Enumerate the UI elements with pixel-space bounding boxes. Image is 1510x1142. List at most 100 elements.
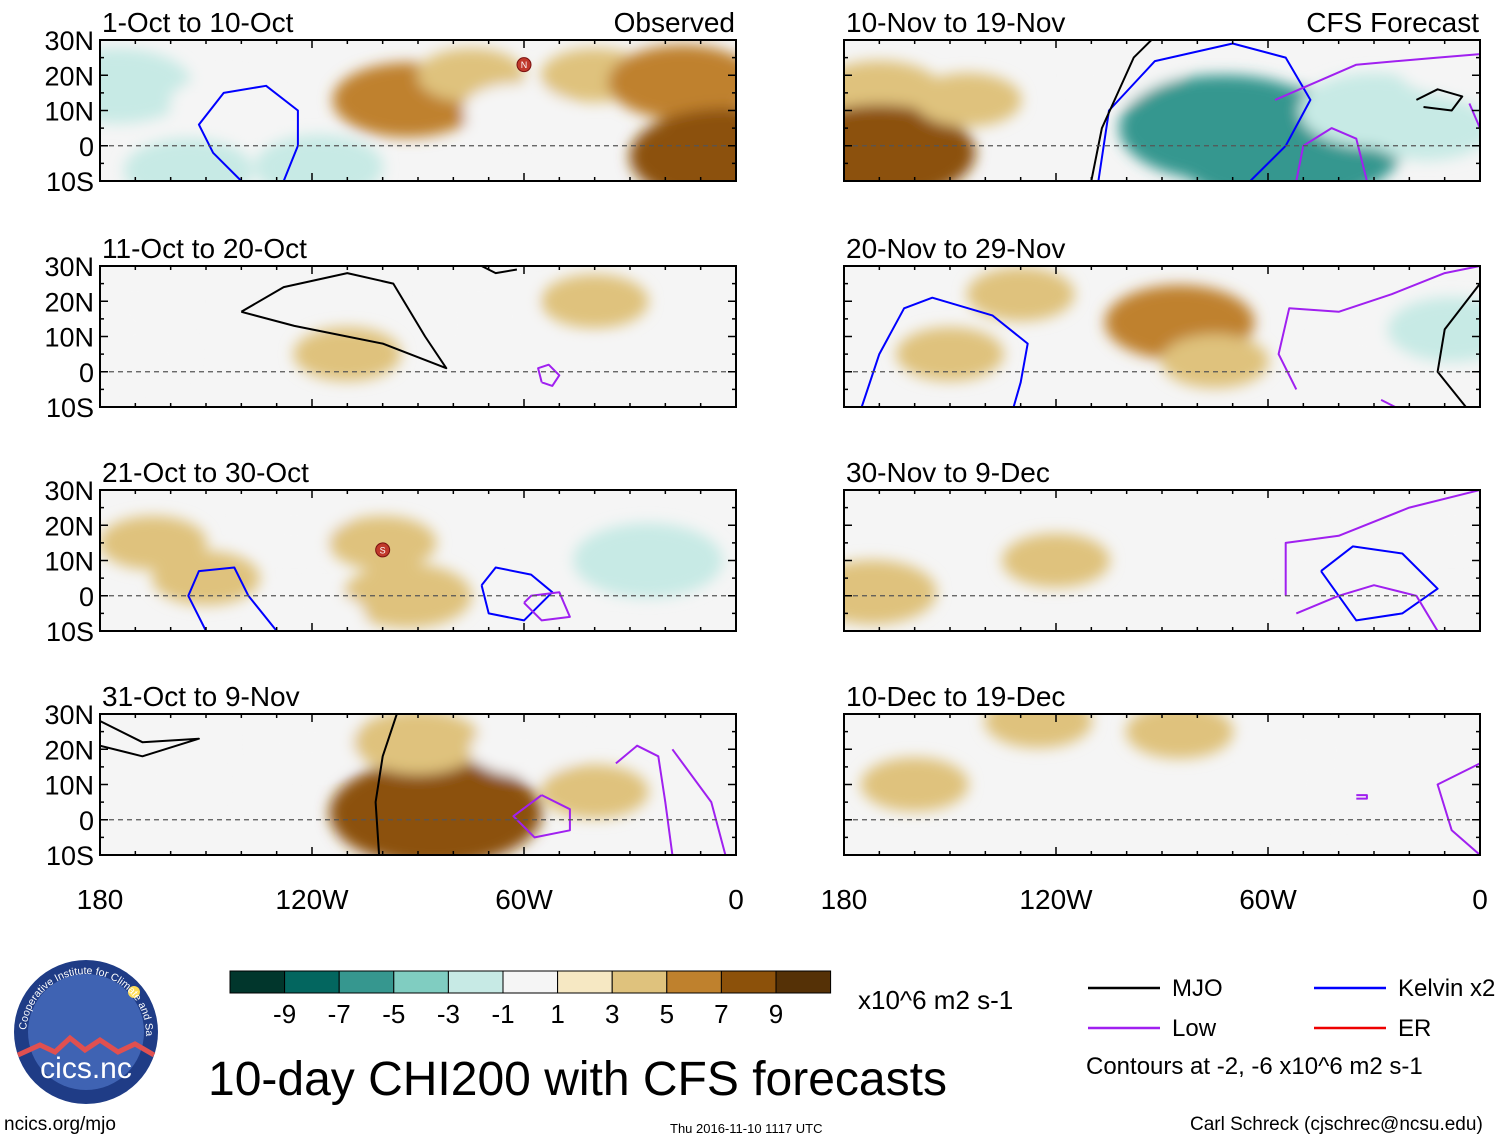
y-tick-label: 10S <box>46 167 94 197</box>
contour-kelvin-x2 <box>187 566 278 631</box>
contour-lines <box>1284 490 1480 631</box>
x-tick-label: 120W <box>1019 884 1093 915</box>
panel-title: 10-Nov to 19-Nov <box>846 7 1065 38</box>
contour-low <box>1436 762 1480 855</box>
anomaly-blob <box>913 72 1022 127</box>
panel-title: 10-Dec to 19-Dec <box>846 681 1065 712</box>
anomaly-blob <box>1125 714 1234 759</box>
contour-lines <box>1356 762 1480 855</box>
panel-title: 20-Nov to 29-Nov <box>846 233 1065 264</box>
colorbar-cell <box>447 970 504 994</box>
contour-low <box>523 591 571 622</box>
y-tick-label: 0 <box>79 582 94 612</box>
legend-label: MJO <box>1172 975 1223 1002</box>
y-tick-label: 10N <box>44 547 94 577</box>
footer-left[interactable]: ncics.org/mjo <box>4 1114 116 1135</box>
anomaly-field <box>109 714 736 855</box>
logo-inner-disc <box>28 974 144 1090</box>
anomaly-blob <box>1284 764 1393 819</box>
anomaly-blob <box>572 523 723 598</box>
contour-low <box>537 363 561 387</box>
anomaly-blob <box>1397 498 1480 553</box>
panel-4: S 30N 20N 10N 0 10S 21-Oct to 30-Oct <box>44 457 737 647</box>
colorbar-cell <box>775 970 832 994</box>
y-tick-label: 10S <box>46 841 94 871</box>
anomaly-blob <box>462 83 571 138</box>
contour-low <box>671 748 727 855</box>
x-tick-label: 180 <box>821 884 868 915</box>
contour-low <box>1380 399 1396 407</box>
anomaly-blob <box>664 810 736 855</box>
contour-low <box>1356 794 1368 800</box>
colorbar-cell <box>229 970 286 994</box>
storm-label: S <box>380 545 386 555</box>
anomaly-blob <box>240 498 349 553</box>
anomaly-blob <box>629 108 736 181</box>
y-tick-label: 20N <box>44 735 94 765</box>
colorbar-cell <box>393 970 449 994</box>
contour-low <box>1274 53 1480 101</box>
colorbar-cell <box>284 970 340 994</box>
anomaly-blob <box>100 48 193 124</box>
anomaly-field <box>844 498 1480 625</box>
contour-low <box>1468 103 1480 129</box>
y-tick-label: 20N <box>44 511 94 541</box>
anomaly-blob <box>100 274 190 329</box>
y-tick-label: 10N <box>44 771 94 801</box>
anomaly-blob <box>608 44 736 120</box>
x-tick-label: 60W <box>1239 884 1297 915</box>
anomaly-blob <box>844 104 976 181</box>
contour-lines <box>187 566 571 631</box>
panel-2: 30N 20N 10N 0 10S 11-Oct to 20-Oct <box>44 233 737 423</box>
contour-lines <box>1090 40 1480 181</box>
contour-low <box>512 794 571 839</box>
logo-name: cics.nc <box>40 1052 132 1085</box>
logo-wave <box>16 1034 156 1058</box>
anomaly-blob <box>152 551 260 606</box>
anomaly-blob <box>540 764 649 819</box>
anomaly-blob <box>100 327 190 382</box>
contour-low <box>1284 490 1480 596</box>
anomaly-blob <box>540 344 649 399</box>
anomaly-blob <box>293 327 402 382</box>
y-tick-label: 30N <box>44 476 94 506</box>
contour-kelvin-x2 <box>860 296 1029 407</box>
anomaly-field <box>844 41 1480 181</box>
storm-label: N <box>521 60 528 70</box>
y-tick-label: 20N <box>44 61 94 91</box>
panel-title: 21-Oct to 30-Oct <box>102 457 309 488</box>
x-tick-label: 60W <box>495 884 553 915</box>
x-tick-label: 0 <box>728 884 744 915</box>
panel-tag: CFS Forecast <box>1306 7 1479 38</box>
contour-low <box>1295 127 1368 181</box>
logo-sun <box>128 986 140 998</box>
contour-low <box>1277 266 1480 390</box>
x-axis-labels: 180 120W 60W 0 180 120W 60W 0 <box>77 884 1488 915</box>
contour-mjo <box>240 272 448 370</box>
figure-title: 10-day CHI200 with CFS forecasts <box>208 1053 947 1106</box>
anomaly-blob <box>434 309 543 364</box>
contour-mjo <box>481 266 518 275</box>
footer-right: Carl Schreck (cjschrec@ncsu.edu) <box>1190 1114 1483 1135</box>
y-tick-label: 10N <box>44 323 94 353</box>
contour-mjo <box>1415 88 1464 112</box>
y-tick-label: 0 <box>79 806 94 836</box>
colorbar-units: x10^6 m2 s-1 <box>858 985 1014 1015</box>
y-tick-label: 30N <box>44 26 94 56</box>
colorbar-tick-label: -9 <box>273 999 296 1029</box>
anomaly-blob <box>258 715 366 770</box>
anomaly-blob <box>1161 334 1269 389</box>
anomaly-blob <box>966 267 1075 322</box>
anomaly-blob <box>984 714 1093 749</box>
storm-marker <box>516 57 532 73</box>
y-tick-label: 10S <box>46 617 94 647</box>
anomaly-blob <box>470 722 578 777</box>
anomaly-field <box>100 274 649 399</box>
x-tick-label: 180 <box>77 884 124 915</box>
panel-0: N 30N 20N 10N 0 10S 1-Oct to 10-Oct Observed <box>44 7 737 197</box>
colorbar-cell <box>338 970 395 994</box>
y-tick-label: 30N <box>44 700 94 730</box>
anomaly-blob <box>1397 41 1480 96</box>
contour-kelvin-x2 <box>1097 42 1312 181</box>
